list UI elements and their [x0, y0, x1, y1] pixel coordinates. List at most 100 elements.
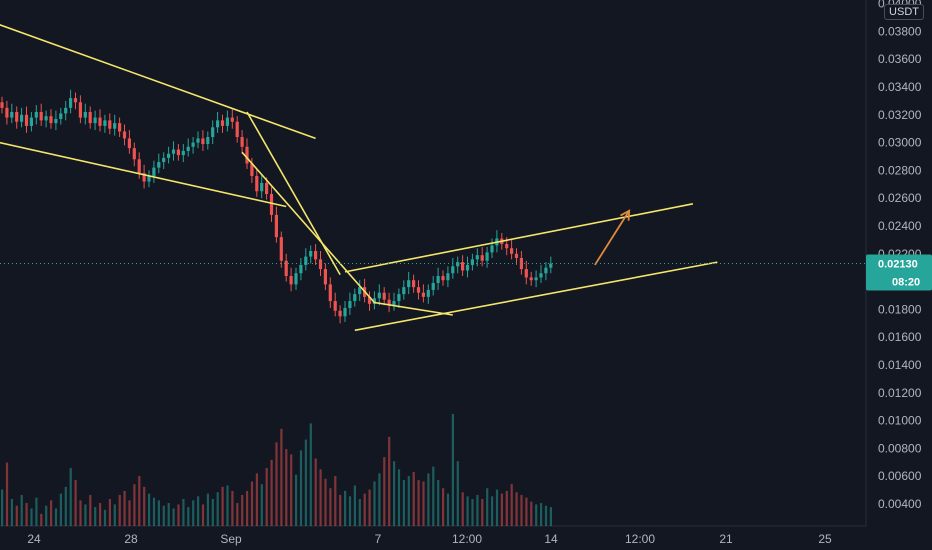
- candle-body: [250, 163, 254, 176]
- volume-bar: [182, 499, 185, 526]
- volume-bar: [15, 505, 18, 526]
- time-tick-label: 7: [375, 532, 382, 546]
- volume-bar: [363, 493, 366, 526]
- volume-bar: [486, 488, 489, 526]
- volume-bar: [148, 493, 151, 526]
- trendline-rising-channel-upper[interactable]: [344, 203, 694, 273]
- candle-body: [225, 117, 229, 126]
- volume-bar: [417, 480, 420, 526]
- volume-bar: [481, 499, 484, 526]
- volume-bar: [50, 500, 53, 526]
- volume-bar: [99, 503, 102, 526]
- candle-body: [456, 262, 460, 267]
- candle-body: [98, 117, 102, 126]
- candle-body: [358, 287, 362, 295]
- price-tick-label: 0.01000: [878, 414, 922, 428]
- volume-bar: [358, 499, 361, 526]
- candle-body: [64, 107, 68, 114]
- candle-body: [549, 263, 553, 268]
- volume-bar: [299, 450, 303, 526]
- volume-bar: [314, 458, 317, 526]
- price-tick-label: 0.03600: [878, 52, 922, 66]
- candle-body: [407, 280, 411, 288]
- candle-body: [147, 175, 151, 182]
- time-tick-label: 24: [27, 532, 41, 546]
- trendline-lower-falling-channel[interactable]: [0, 140, 287, 208]
- volume-bar: [133, 484, 136, 526]
- volume-bar: [535, 504, 538, 526]
- volume-bar: [353, 485, 356, 526]
- volume-bar: [393, 461, 396, 526]
- volume-bar: [437, 480, 440, 526]
- volume-bar: [461, 492, 464, 526]
- trendline-steep-fall-right[interactable]: [241, 151, 453, 316]
- time-axis[interactable]: 24 28 Sep 7 12:00 14 12:00 21 25: [27, 532, 832, 546]
- price-tick-label: 0.01200: [878, 386, 922, 400]
- candle-body: [93, 117, 97, 124]
- candle-body: [73, 98, 78, 103]
- trendline-rising-channel-lower[interactable]: [354, 261, 718, 332]
- volume-bar: [192, 500, 195, 526]
- candle-body: [299, 264, 303, 274]
- candle-body: [0, 102, 4, 108]
- volume-bar: [236, 503, 239, 526]
- volume-bar: [270, 459, 273, 526]
- volume-bar: [275, 442, 278, 526]
- volume-bar: [476, 494, 479, 526]
- price-tick-label: 0.01800: [878, 302, 922, 316]
- candle-body: [83, 112, 87, 118]
- projection-arrow[interactable]: [594, 210, 630, 266]
- candle-body: [230, 117, 234, 122]
- volume-bar: [221, 486, 224, 526]
- volume-bar: [432, 466, 435, 526]
- trendline-steep-fall-left[interactable]: [246, 111, 341, 275]
- trendlines[interactable]: [0, 20, 718, 332]
- volume-bar: [152, 497, 156, 526]
- time-tick-label: 25: [818, 532, 832, 546]
- candle-body: [196, 138, 200, 143]
- candle-body: [446, 273, 450, 281]
- candle-body: [191, 142, 195, 147]
- candle-body: [461, 262, 465, 271]
- volume-bar: [285, 449, 288, 526]
- candle-body: [137, 159, 141, 174]
- price-tick-label: 0.00600: [878, 469, 922, 483]
- volume-bar: [549, 507, 552, 526]
- candle-body: [235, 121, 239, 138]
- volume-bar: [397, 469, 401, 526]
- candle-body: [181, 150, 185, 156]
- candle-body: [348, 301, 352, 309]
- volume-bar: [69, 467, 72, 526]
- volume-bar: [309, 423, 312, 526]
- volume-bar: [206, 493, 209, 526]
- volume-bar: [241, 494, 244, 526]
- volume-bars: [1, 413, 552, 526]
- volume-bar: [74, 480, 77, 526]
- trendline-upper-falling-channel[interactable]: [0, 20, 316, 140]
- volume-bar: [378, 473, 381, 526]
- volume-bar: [172, 508, 175, 526]
- candle-body: [186, 146, 190, 151]
- candle-body: [338, 310, 342, 317]
- time-tick-label: 28: [124, 532, 138, 546]
- candle-body: [519, 257, 523, 270]
- candle-body: [15, 112, 19, 122]
- price-tick-label: 0.03200: [878, 108, 922, 122]
- candle-body: [524, 269, 528, 278]
- volume-bar: [495, 489, 499, 526]
- volume-bar: [79, 500, 82, 526]
- candle-body: [69, 98, 73, 108]
- volume-bar: [402, 480, 405, 526]
- volume-bar: [187, 507, 190, 526]
- price-tick-label: 0.02600: [878, 191, 922, 205]
- currency-badge[interactable]: USDT: [884, 4, 924, 20]
- volume-bar: [530, 501, 533, 526]
- candle-body: [206, 137, 210, 144]
- volume-bar: [344, 490, 347, 526]
- candle-body: [152, 167, 156, 176]
- candle-body: [44, 116, 48, 121]
- volume-bar: [118, 494, 121, 526]
- candle-body: [534, 277, 538, 281]
